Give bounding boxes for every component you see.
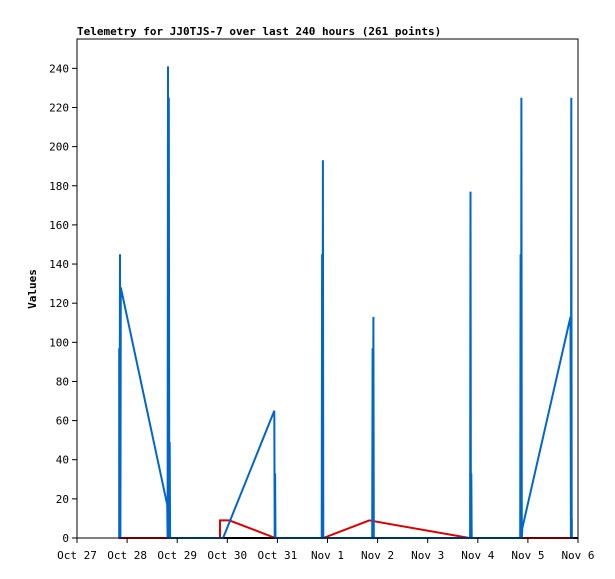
x-tick-label: Nov 4	[461, 549, 494, 562]
axes: 0 20 40 60 80 100 120 140 160 180 200 220 240 Oct 27 O…	[49, 38, 595, 562]
x-tick-label: Oct 31	[258, 549, 298, 562]
y-tick-label: 220	[49, 101, 69, 114]
y-tick-label: 180	[49, 180, 69, 193]
y-tick-label: 120	[49, 297, 69, 310]
y-tick-label: 100	[49, 336, 69, 349]
y-tick-label: 200	[49, 141, 69, 154]
chart-title: Telemetry for JJ0TJS-7 over last 240 hou…	[77, 25, 441, 38]
y-tick-label: 0	[62, 532, 69, 545]
y-tick-label: 160	[49, 219, 69, 232]
y-tick-label: 60	[56, 415, 69, 428]
x-tick-label: Nov 5	[511, 549, 544, 562]
x-tick-label: Nov 3	[411, 549, 444, 562]
x-tick-label: Oct 29	[157, 549, 197, 562]
x-tick-label: Nov 6	[561, 549, 594, 562]
x-tick-label: Oct 27	[57, 549, 97, 562]
x-tick-label: Nov 2	[361, 549, 394, 562]
y-tick-label: 140	[49, 258, 69, 271]
y-tick-label: 240	[49, 62, 69, 75]
x-tick-label: Nov 1	[311, 549, 344, 562]
y-tick-label: 40	[56, 454, 69, 467]
x-tick-label: Oct 28	[107, 549, 147, 562]
y-tick-label: 80	[56, 375, 69, 388]
y-tick-label: 20	[56, 493, 69, 506]
x-tick-label: Oct 30	[207, 549, 247, 562]
y-axis-label: Values	[26, 269, 39, 309]
